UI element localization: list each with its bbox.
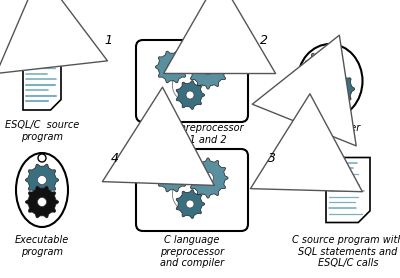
Polygon shape (326, 158, 370, 222)
Text: Executable
program: Executable program (15, 235, 69, 257)
Text: 2: 2 (204, 64, 212, 74)
Circle shape (186, 91, 194, 99)
Polygon shape (188, 49, 228, 89)
Polygon shape (23, 52, 61, 110)
Polygon shape (188, 158, 228, 198)
Circle shape (202, 173, 214, 183)
Text: 3: 3 (268, 152, 276, 165)
Text: C source program with
SQL statements and
ESQL/C calls: C source program with SQL statements and… (292, 235, 400, 268)
Text: ESQL/C preprocessor
Stage 1 and 2: ESQL/C preprocessor Stage 1 and 2 (141, 123, 243, 145)
Polygon shape (156, 51, 188, 83)
Circle shape (186, 200, 194, 208)
Polygon shape (176, 81, 204, 109)
Text: ESQL/C  source
program: ESQL/C source program (5, 120, 79, 142)
Text: C: C (169, 172, 175, 180)
FancyBboxPatch shape (136, 40, 248, 122)
Text: ESQL/C filter: ESQL/C filter (299, 123, 361, 133)
Circle shape (38, 154, 46, 162)
Circle shape (334, 85, 342, 93)
Ellipse shape (298, 44, 362, 118)
Circle shape (38, 197, 46, 207)
Circle shape (316, 63, 324, 71)
Circle shape (168, 172, 176, 180)
Text: 1: 1 (169, 63, 175, 71)
FancyBboxPatch shape (136, 149, 248, 231)
Circle shape (38, 175, 46, 185)
Circle shape (168, 63, 176, 71)
Polygon shape (305, 52, 336, 82)
Polygon shape (26, 186, 58, 218)
Text: 2: 2 (260, 34, 268, 46)
Circle shape (202, 63, 214, 75)
Polygon shape (176, 190, 204, 219)
Text: 4: 4 (111, 152, 119, 165)
Text: C language
preprocessor
and compiler: C language preprocessor and compiler (160, 235, 224, 268)
Polygon shape (156, 160, 188, 192)
Polygon shape (322, 73, 354, 105)
Text: 1: 1 (317, 63, 323, 71)
Text: 1: 1 (104, 34, 112, 46)
Ellipse shape (16, 153, 68, 227)
Polygon shape (26, 164, 58, 196)
Text: P: P (204, 173, 212, 183)
